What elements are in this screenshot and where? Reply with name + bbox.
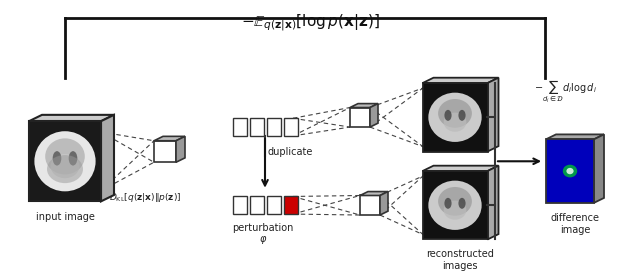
Polygon shape bbox=[284, 196, 298, 214]
Polygon shape bbox=[422, 171, 488, 240]
Polygon shape bbox=[488, 166, 499, 240]
Ellipse shape bbox=[68, 151, 77, 166]
Polygon shape bbox=[350, 104, 378, 108]
Polygon shape bbox=[29, 115, 114, 121]
Polygon shape bbox=[284, 118, 298, 136]
Text: reconstructed
images: reconstructed images bbox=[426, 249, 494, 271]
Ellipse shape bbox=[444, 112, 467, 132]
Polygon shape bbox=[370, 104, 378, 127]
Text: duplicate: duplicate bbox=[268, 147, 314, 156]
Text: perturbation
$\varphi$: perturbation $\varphi$ bbox=[232, 223, 294, 246]
Ellipse shape bbox=[45, 138, 84, 174]
Polygon shape bbox=[250, 118, 264, 136]
Polygon shape bbox=[350, 108, 370, 127]
Polygon shape bbox=[422, 78, 499, 83]
Ellipse shape bbox=[563, 165, 577, 177]
Ellipse shape bbox=[444, 110, 452, 121]
Ellipse shape bbox=[428, 93, 482, 142]
Ellipse shape bbox=[458, 110, 465, 121]
Text: difference
image: difference image bbox=[550, 213, 600, 235]
Polygon shape bbox=[250, 196, 264, 214]
Polygon shape bbox=[232, 196, 246, 214]
Polygon shape bbox=[422, 83, 488, 152]
Polygon shape bbox=[546, 134, 604, 139]
Polygon shape bbox=[154, 136, 185, 141]
Polygon shape bbox=[594, 134, 604, 203]
Ellipse shape bbox=[52, 151, 61, 166]
Ellipse shape bbox=[444, 200, 467, 220]
Polygon shape bbox=[546, 139, 594, 203]
Ellipse shape bbox=[428, 181, 482, 230]
Polygon shape bbox=[232, 118, 246, 136]
Ellipse shape bbox=[566, 168, 573, 174]
Polygon shape bbox=[154, 141, 176, 162]
Polygon shape bbox=[29, 121, 101, 201]
Text: $D_{\mathrm{KL}}[q(\mathbf{z}|\mathbf{x})\|p(\mathbf{z})]$: $D_{\mathrm{KL}}[q(\mathbf{z}|\mathbf{x}… bbox=[109, 191, 181, 204]
Text: input image: input image bbox=[36, 212, 95, 222]
Ellipse shape bbox=[444, 198, 452, 209]
Polygon shape bbox=[422, 166, 499, 171]
Ellipse shape bbox=[458, 198, 465, 209]
Ellipse shape bbox=[35, 131, 95, 191]
Text: $-\mathbb{E}_{q(\mathbf{z}|\mathbf{x})}[\log p(\mathbf{x}|\mathbf{z})]$: $-\mathbb{E}_{q(\mathbf{z}|\mathbf{x})}[… bbox=[241, 12, 380, 33]
Ellipse shape bbox=[438, 187, 472, 216]
Polygon shape bbox=[266, 196, 280, 214]
Polygon shape bbox=[176, 136, 185, 162]
Ellipse shape bbox=[47, 155, 83, 183]
Polygon shape bbox=[360, 192, 388, 196]
Text: $-\sum_{d_i \in \mathcal{D}} d_i \log d_i$: $-\sum_{d_i \in \mathcal{D}} d_i \log d_… bbox=[534, 78, 596, 105]
Ellipse shape bbox=[51, 154, 79, 178]
Polygon shape bbox=[101, 115, 114, 201]
Ellipse shape bbox=[438, 99, 472, 128]
Polygon shape bbox=[266, 118, 280, 136]
Polygon shape bbox=[488, 78, 499, 152]
Polygon shape bbox=[380, 192, 388, 215]
Polygon shape bbox=[360, 196, 380, 215]
